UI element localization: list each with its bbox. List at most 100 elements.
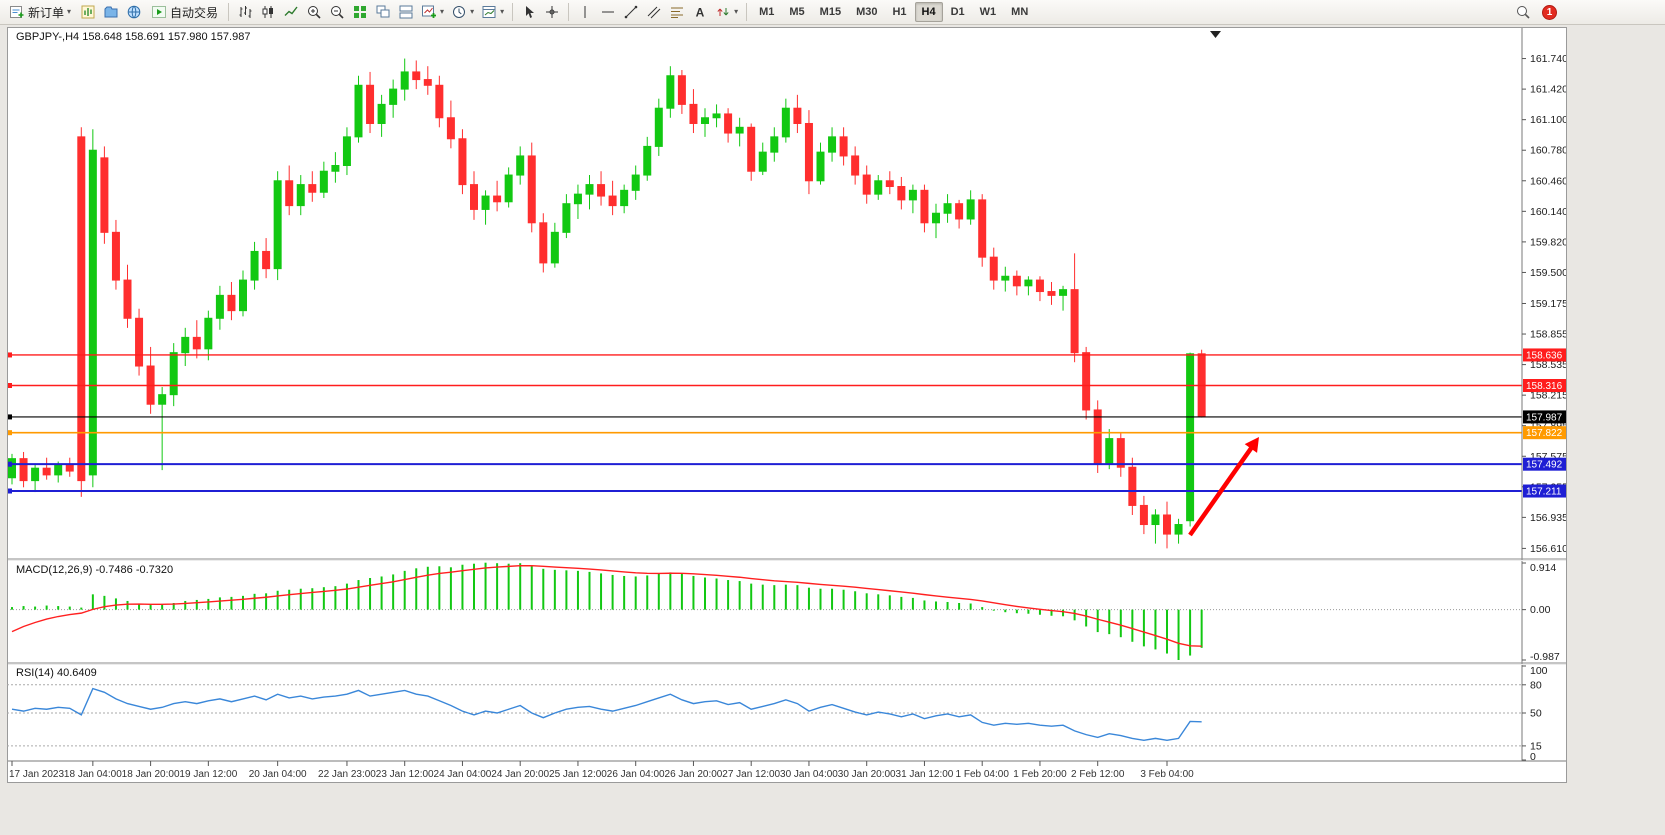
tile-horizontal-button[interactable] bbox=[395, 2, 417, 22]
chart-window: 161.740 161.420 161.100 160.780 160.460 160.1… bbox=[7, 27, 1567, 783]
toolbar: 新订单 ▾ 自动交易 bbox=[0, 0, 1665, 25]
rsi-pane: 100 80 50 150 RSI(14) 40.6409 bbox=[7, 665, 1548, 763]
trendline-icon bbox=[624, 5, 638, 19]
svg-text:80: 80 bbox=[1530, 679, 1542, 691]
svg-text:27 Jan 12:00: 27 Jan 12:00 bbox=[722, 769, 780, 780]
chevron-down-icon: ▾ bbox=[734, 7, 739, 16]
tile-windows-button[interactable] bbox=[349, 2, 371, 22]
fibonacci-icon bbox=[671, 4, 684, 20]
timeframe-d1[interactable]: D1 bbox=[950, 6, 965, 18]
svg-text:1 Feb 20:00: 1 Feb 20:00 bbox=[1013, 769, 1067, 780]
tile-horizontal-icon bbox=[398, 4, 414, 20]
svg-text:2 Feb 12:00: 2 Feb 12:00 bbox=[1071, 769, 1125, 780]
text-tool-icon: A bbox=[696, 6, 705, 20]
svg-text:20 Jan 04:00: 20 Jan 04:00 bbox=[249, 769, 307, 780]
price-tag-157.211 bbox=[1523, 484, 1567, 498]
line-chart-button[interactable] bbox=[280, 2, 302, 22]
svg-text:0.914: 0.914 bbox=[1530, 562, 1556, 574]
price-axis[interactable]: 161.740 161.420 161.100 160.780 160.460 160.1… bbox=[1521, 27, 1567, 761]
svg-text:161.420: 161.420 bbox=[1530, 84, 1567, 96]
cursor-icon bbox=[526, 6, 535, 18]
channel-button[interactable] bbox=[643, 2, 665, 22]
svg-text:1 Feb 04:00: 1 Feb 04:00 bbox=[956, 769, 1010, 780]
svg-text:31 Jan 12:00: 31 Jan 12:00 bbox=[896, 769, 954, 780]
fibonacci-button[interactable] bbox=[666, 2, 688, 22]
quick-trade-arrow[interactable] bbox=[1210, 31, 1221, 38]
toolbar-separator bbox=[512, 3, 514, 21]
svg-text:26 Jan 04:00: 26 Jan 04:00 bbox=[607, 769, 665, 780]
new-chart-button[interactable] bbox=[77, 2, 99, 22]
timeframe-m5[interactable]: M5 bbox=[789, 6, 805, 18]
chevron-down-icon: ▾ bbox=[470, 7, 475, 16]
trendline-button[interactable] bbox=[620, 2, 642, 22]
new-order-icon bbox=[9, 4, 25, 20]
annotation-arrow[interactable] bbox=[1188, 437, 1259, 537]
crosshair-button[interactable] bbox=[541, 2, 563, 22]
svg-text:-0.987: -0.987 bbox=[1530, 651, 1560, 663]
chart-canvas[interactable]: 161.740 161.420 161.100 160.780 160.460 160.1… bbox=[7, 27, 1567, 783]
timeframe-h1[interactable]: H1 bbox=[892, 6, 907, 18]
autotrade-button[interactable]: 自动交易 bbox=[146, 2, 223, 22]
bar-chart-button[interactable] bbox=[234, 2, 256, 22]
svg-text:25 Jan 12:00: 25 Jan 12:00 bbox=[549, 769, 607, 780]
toolbar-right-group: 1 bbox=[1512, 2, 1661, 22]
chevron-down-icon: ▾ bbox=[500, 7, 505, 16]
bar-chart-icon bbox=[237, 4, 253, 20]
hlines-layer bbox=[7, 352, 1522, 494]
add-indicator-icon bbox=[421, 4, 437, 20]
market-watch-icon bbox=[126, 4, 142, 20]
timeframe-h4[interactable]: H4 bbox=[914, 2, 943, 22]
crosshair-icon bbox=[546, 6, 559, 18]
time-axis[interactable]: 17 Jan 2023 18 Jan 04:00 18 Jan 20:00 19 Ja… bbox=[9, 761, 1194, 780]
search-button[interactable] bbox=[1512, 2, 1534, 22]
svg-text:30 Jan 04:00: 30 Jan 04:00 bbox=[780, 769, 838, 780]
horizontal-line-button[interactable] bbox=[597, 2, 619, 22]
svg-text:18 Jan 04:00: 18 Jan 04:00 bbox=[64, 769, 122, 780]
candle-chart-button[interactable] bbox=[257, 2, 279, 22]
svg-text:19 Jan 12:00: 19 Jan 12:00 bbox=[179, 769, 237, 780]
text-tool-button[interactable]: A bbox=[689, 2, 711, 22]
svg-text:0: 0 bbox=[1530, 751, 1536, 763]
svg-text:161.100: 161.100 bbox=[1530, 114, 1567, 126]
timeframe-m30[interactable]: M30 bbox=[856, 6, 878, 18]
svg-text:18 Jan 20:00: 18 Jan 20:00 bbox=[122, 769, 180, 780]
arrows-tool-button[interactable]: ▾ bbox=[712, 2, 741, 22]
svg-text:158.855: 158.855 bbox=[1530, 329, 1567, 341]
templates-button[interactable]: ▾ bbox=[478, 2, 507, 22]
zoom-in-button[interactable] bbox=[303, 2, 325, 22]
timeframe-m1[interactable]: M1 bbox=[759, 6, 775, 18]
svg-text:24 Jan 04:00: 24 Jan 04:00 bbox=[434, 769, 492, 780]
cascade-windows-button[interactable] bbox=[372, 2, 394, 22]
svg-text:160.460: 160.460 bbox=[1530, 175, 1567, 187]
templates-icon bbox=[481, 4, 497, 20]
new-order-button[interactable]: 新订单 ▾ bbox=[4, 2, 76, 22]
timeframe-mn[interactable]: MN bbox=[1011, 6, 1029, 18]
svg-text:23 Jan 12:00: 23 Jan 12:00 bbox=[376, 769, 434, 780]
svg-text:158.535: 158.535 bbox=[1530, 359, 1567, 371]
market-watch-button[interactable] bbox=[123, 2, 145, 22]
arrows-tool-icon bbox=[715, 4, 731, 20]
zoom-out-button[interactable] bbox=[326, 2, 348, 22]
svg-text:157.822: 157.822 bbox=[1526, 428, 1563, 439]
vertical-line-button[interactable] bbox=[574, 2, 596, 22]
autotrade-icon bbox=[151, 4, 167, 20]
notification-badge[interactable]: 1 bbox=[1542, 4, 1557, 20]
vertical-line-icon bbox=[577, 4, 593, 20]
channel-icon bbox=[646, 4, 662, 20]
autotrade-label: 自动交易 bbox=[170, 5, 219, 20]
toolbar-separator bbox=[746, 3, 748, 21]
rsi-title: RSI(14) 40.6409 bbox=[16, 667, 97, 679]
timeframe-w1[interactable]: W1 bbox=[979, 6, 997, 18]
zoom-out-icon bbox=[329, 4, 345, 20]
add-indicator-button[interactable]: ▾ bbox=[418, 2, 447, 22]
timeframe-m15[interactable]: M15 bbox=[819, 6, 842, 18]
cursor-button[interactable] bbox=[518, 2, 540, 22]
search-icon bbox=[1515, 4, 1531, 20]
svg-text:159.500: 159.500 bbox=[1530, 267, 1567, 279]
svg-text:158.636: 158.636 bbox=[1526, 350, 1563, 361]
macd-pane: 0.914 0.00 -0.987 MACD(12,26,9) -0.7486 -0.… bbox=[7, 562, 1560, 663]
svg-text:50: 50 bbox=[1530, 708, 1542, 720]
svg-text:0.00: 0.00 bbox=[1530, 604, 1551, 616]
periods-button[interactable]: ▾ bbox=[448, 2, 477, 22]
profiles-button[interactable] bbox=[100, 2, 122, 22]
